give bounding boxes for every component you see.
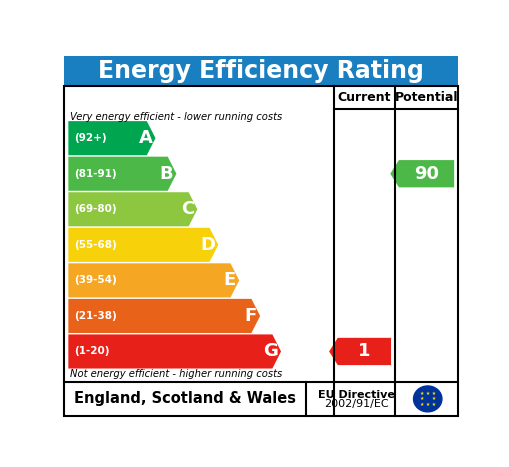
Text: Potential: Potential: [395, 91, 458, 104]
Text: (92+): (92+): [74, 133, 107, 143]
Text: (39-54): (39-54): [74, 276, 117, 285]
Polygon shape: [68, 263, 239, 297]
Text: EU Directive: EU Directive: [318, 389, 395, 400]
Text: Not energy efficient - higher running costs: Not energy efficient - higher running co…: [70, 369, 282, 379]
Text: (69-80): (69-80): [74, 204, 117, 214]
Text: 1: 1: [358, 342, 370, 361]
Text: ★ ★ ★: ★ ★ ★: [419, 390, 436, 396]
Text: ★ ★ ★: ★ ★ ★: [419, 402, 436, 407]
Polygon shape: [68, 121, 155, 155]
Text: E: E: [224, 271, 236, 290]
Text: A: A: [138, 129, 152, 147]
Text: C: C: [181, 200, 194, 218]
Text: 90: 90: [414, 165, 439, 183]
Polygon shape: [390, 160, 454, 187]
Text: 2002/91/EC: 2002/91/EC: [324, 399, 389, 409]
Polygon shape: [68, 299, 260, 333]
Text: (81-91): (81-91): [74, 169, 117, 179]
Text: B: B: [160, 165, 173, 183]
Text: ★     ★: ★ ★: [419, 396, 436, 402]
Polygon shape: [68, 156, 177, 191]
Polygon shape: [68, 228, 218, 262]
Text: (21-38): (21-38): [74, 311, 117, 321]
Text: F: F: [245, 307, 257, 325]
Text: Energy Efficiency Rating: Energy Efficiency Rating: [98, 59, 424, 83]
Polygon shape: [68, 334, 281, 368]
Polygon shape: [68, 192, 197, 226]
Polygon shape: [329, 338, 391, 365]
Text: (1-20): (1-20): [74, 347, 110, 356]
Text: (55-68): (55-68): [74, 240, 117, 250]
Text: England, Scotland & Wales: England, Scotland & Wales: [74, 391, 296, 406]
Circle shape: [413, 386, 442, 412]
Text: Very energy efficient - lower running costs: Very energy efficient - lower running co…: [70, 112, 282, 122]
Text: G: G: [263, 342, 278, 361]
Text: D: D: [200, 236, 215, 254]
FancyBboxPatch shape: [64, 56, 458, 85]
Text: Current: Current: [337, 91, 391, 104]
